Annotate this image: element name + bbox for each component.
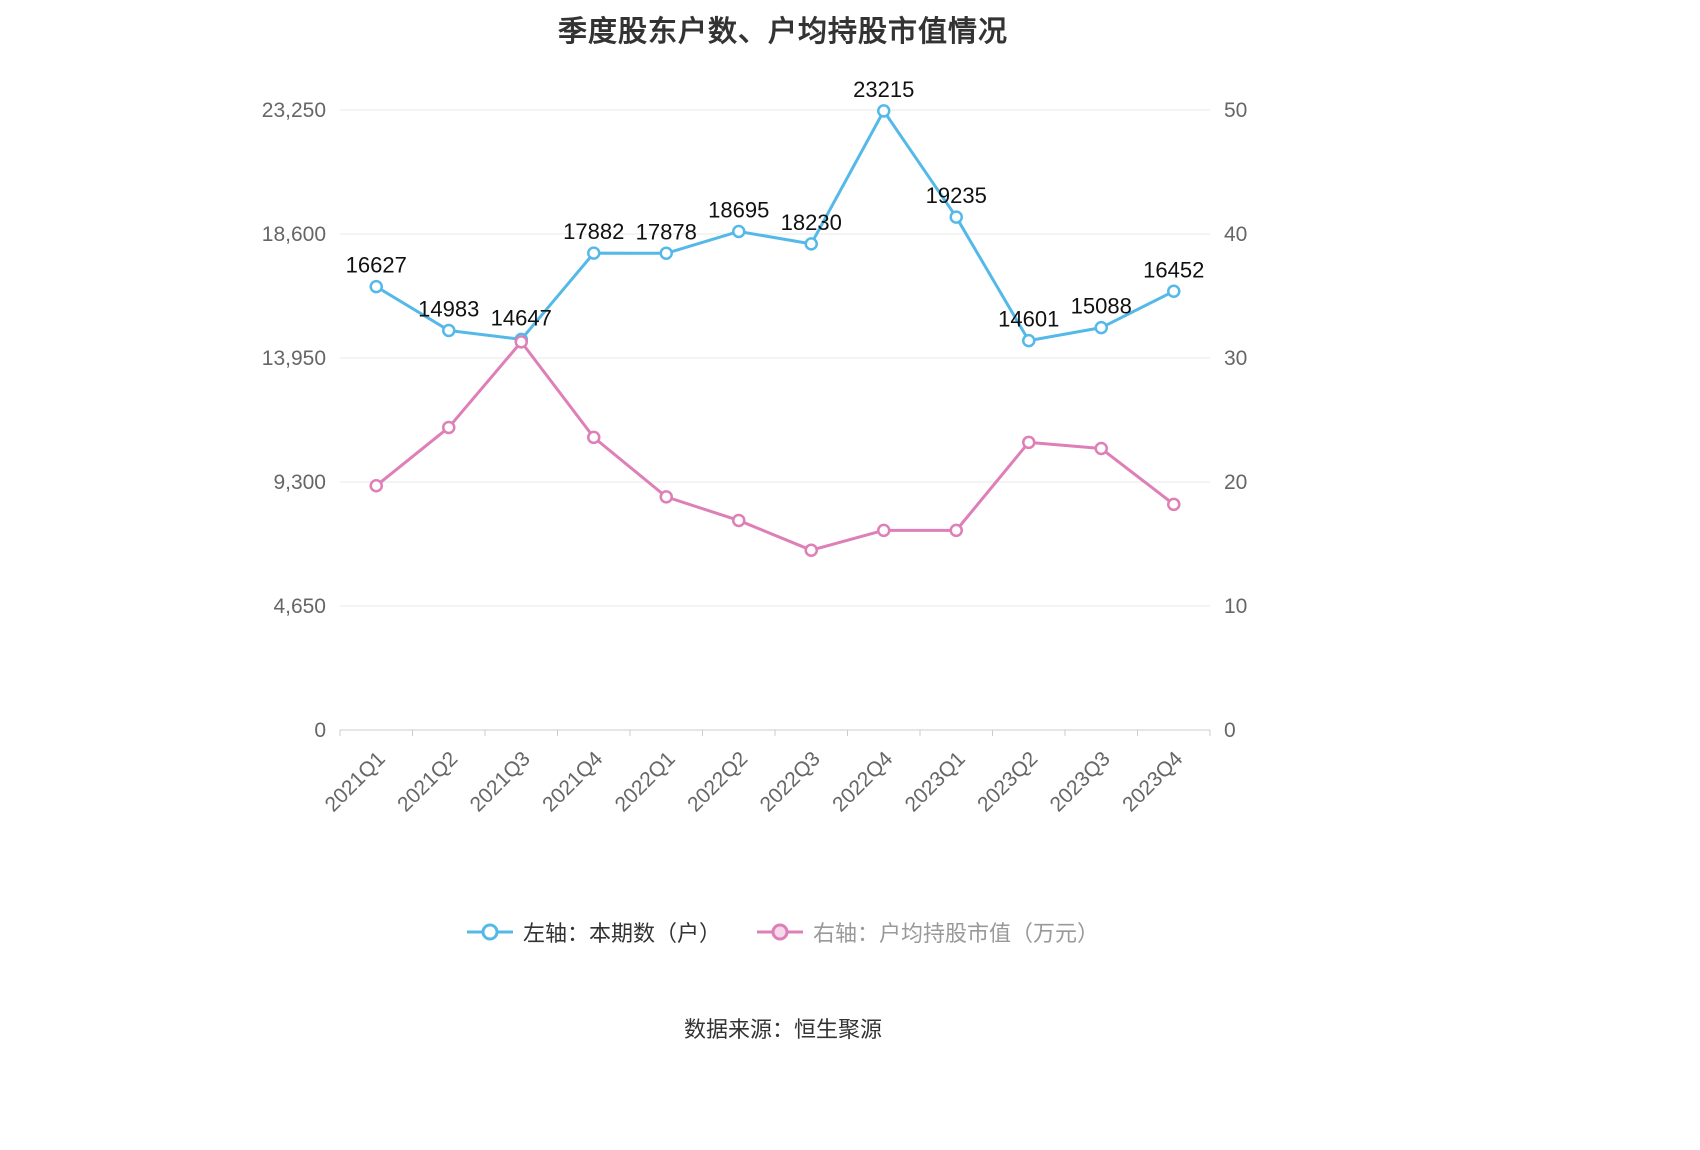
right-axis-tick-label: 20 (1224, 471, 1247, 494)
data-point[interactable] (442, 323, 456, 338)
right-axis-tick-label: 0 (1224, 719, 1236, 742)
data-point[interactable] (877, 523, 891, 538)
data-point[interactable] (1022, 435, 1036, 450)
chart-title: 季度股东户数、户均持股市值情况 (557, 16, 1008, 48)
x-axis-category-label: 2021Q2 (393, 747, 462, 816)
data-point[interactable] (1167, 497, 1181, 512)
x-axis-category-label: 2022Q2 (683, 747, 752, 816)
data-point[interactable] (1094, 441, 1108, 456)
data-point[interactable] (1167, 284, 1181, 299)
x-axis-category-label: 2021Q4 (538, 747, 607, 816)
data-label: 18230 (781, 210, 842, 235)
data-label: 19235 (926, 183, 987, 208)
x-axis-category-label: 2022Q3 (756, 747, 825, 816)
right-axis-tick-label: 30 (1224, 347, 1247, 370)
data-label: 17878 (636, 219, 697, 244)
x-axis-category-label: 2023Q2 (973, 747, 1042, 816)
data-point[interactable] (949, 210, 963, 224)
left-axis-tick-label: 0 (314, 719, 326, 742)
x-axis-category-label: 2023Q3 (1046, 747, 1115, 816)
x-axis-category-label: 2023Q1 (901, 747, 970, 816)
series-line-0 (374, 109, 1176, 343)
x-axis-category-label: 2022Q4 (828, 747, 897, 816)
data-point[interactable] (1022, 333, 1036, 348)
data-source: 数据来源：恒生聚源 (683, 1017, 882, 1042)
data-point[interactable] (804, 543, 818, 557)
data-label: 14647 (491, 305, 552, 330)
data-label: 18695 (708, 197, 769, 222)
data-point[interactable] (659, 246, 673, 261)
data-label: 16452 (1143, 257, 1204, 282)
x-axis-category-label: 2021Q1 (321, 747, 390, 816)
x-axis-category-label: 2021Q3 (466, 747, 535, 816)
data-label: 15088 (1071, 294, 1132, 319)
data-point[interactable] (514, 335, 528, 349)
left-axis-tick-label: 18,600 (262, 223, 326, 246)
data-point[interactable] (804, 237, 818, 251)
right-axis-tick-label: 10 (1224, 595, 1247, 618)
data-point[interactable] (949, 523, 963, 538)
legend-item-avg-holding-value[interactable]: 右轴：户均持股市值（万元） (757, 916, 1099, 948)
right-axis-tick-label: 40 (1224, 223, 1247, 246)
data-point[interactable] (369, 478, 383, 493)
data-point[interactable] (659, 490, 673, 504)
data-point[interactable] (732, 513, 746, 528)
legend-label-left-axis: 左轴：本期数（户） (522, 921, 721, 946)
left-axis-tick-label: 9,300 (273, 471, 326, 494)
left-axis-tick-label: 23,250 (262, 99, 326, 122)
data-point[interactable] (587, 430, 601, 445)
data-point[interactable] (442, 420, 456, 435)
legend-label-right-axis: 右轴：户均持股市值（万元） (813, 921, 1100, 946)
data-point[interactable] (1094, 320, 1108, 335)
left-axis-tick-label: 4,650 (273, 595, 326, 618)
data-label: 14983 (418, 296, 479, 321)
blue-line-marker-icon (466, 923, 513, 941)
x-axis-category-label: 2022Q1 (611, 747, 680, 816)
data-label: 16627 (346, 253, 407, 278)
legend: 左轴：本期数（户） 右轴：户均持股市值（万元） (0, 916, 1566, 948)
data-label: 14601 (998, 307, 1059, 332)
data-point[interactable] (732, 224, 746, 239)
legend-item-shareholder-count[interactable]: 左轴：本期数（户） (466, 916, 721, 948)
left-axis-tick-label: 13,950 (262, 347, 326, 370)
data-label: 23215 (853, 77, 914, 102)
data-label: 17882 (563, 219, 624, 244)
series-line-1 (374, 340, 1176, 552)
right-axis-tick-label: 50 (1224, 99, 1247, 122)
data-point[interactable] (877, 104, 891, 118)
data-point[interactable] (587, 246, 601, 260)
pink-line-marker-icon (757, 923, 803, 941)
x-axis-category-label: 2023Q4 (1118, 747, 1187, 816)
data-point[interactable] (369, 279, 383, 294)
